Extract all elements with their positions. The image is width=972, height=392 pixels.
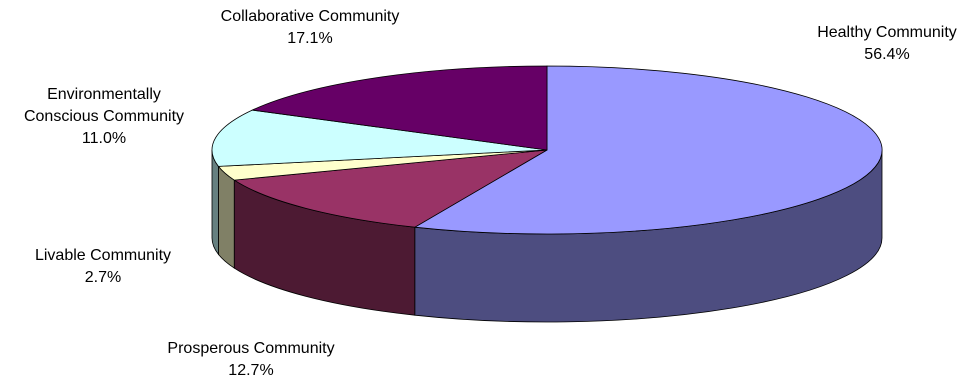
pie-slice-prosperous-community [233, 149, 548, 228]
pie-tops [211, 65, 883, 235]
label-prosperous-value: 12.7% [228, 362, 274, 379]
pie-slice-collaborative-community [250, 65, 548, 151]
label-environmental-community: Environmentally Conscious Community 11.0… [24, 84, 184, 150]
label-collaborative-name: Collaborative Community [220, 8, 400, 25]
label-environmental-value: 11.0% [81, 130, 127, 147]
label-environmental-line1: Environmentally [47, 86, 161, 103]
label-prosperous-community: Prosperous Community 12.7% [167, 338, 334, 382]
label-collaborative-value: 17.1% [287, 30, 333, 47]
pie-slice-environmentally-conscious-community [211, 109, 548, 167]
label-healthy-community: Healthy Community 56.4% [817, 22, 957, 66]
pie-sides [211, 149, 883, 323]
label-livable-community: Livable Community 2.7% [35, 245, 171, 289]
label-collaborative-community: Collaborative Community 17.1% [221, 6, 400, 50]
label-environmental-line2: Conscious Community [23, 108, 185, 125]
label-livable-name: Livable Community [34, 247, 172, 264]
label-healthy-name: Healthy Community [817, 24, 957, 41]
label-livable-value: 2.7% [84, 269, 122, 286]
label-prosperous-name: Prosperous Community [167, 340, 335, 357]
pie-side-livable-community [218, 165, 235, 269]
pie-slice-healthy-community [413, 65, 883, 235]
label-healthy-value: 56.4% [864, 46, 910, 63]
